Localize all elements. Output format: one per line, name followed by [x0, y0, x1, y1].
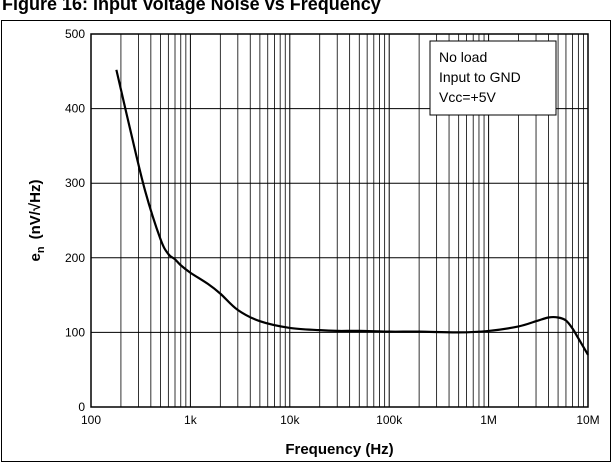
x-tick-label: 10M: [576, 413, 599, 427]
x-tick-label: 100: [81, 413, 101, 427]
series-layer: [115, 69, 589, 356]
y-tick-label: 0: [78, 400, 85, 414]
y-axis-title-main: e: [27, 253, 44, 261]
y-tick-label: 200: [65, 251, 85, 265]
x-tick-label: 1M: [480, 413, 497, 427]
chart-frame: 100 1k 10k 100k 1M 10M 0 100 200 300 400 500 No loa…: [1, 20, 611, 462]
grid: [91, 34, 588, 407]
x-tick-label: 10k: [280, 413, 300, 427]
plot-border: [90, 33, 589, 408]
x-tick-label: 100k: [376, 413, 403, 427]
y-axis-title: en (nV/√Hz): [27, 180, 47, 262]
annotation-box: No load Input to GND Vcc=+5V: [429, 40, 557, 116]
y-tick-label: 100: [65, 325, 85, 339]
y-axis-title-subscript: n: [35, 246, 47, 253]
noise-curve: [115, 69, 589, 356]
annotation-line: Vcc=+5V: [439, 89, 496, 105]
x-tick-label: 1k: [184, 413, 198, 427]
annotation-line: Input to GND: [439, 69, 521, 85]
y-tick-label: 400: [65, 102, 85, 116]
y-tick-label: 500: [65, 27, 85, 41]
figure-title: Figure 16: Input Voltage Noise vs Freque…: [2, 0, 381, 14]
annotation-rect: [429, 40, 557, 116]
x-axis-title: Frequency (Hz): [285, 441, 393, 458]
y-tick-label: 300: [65, 176, 85, 190]
annotation-line: No load: [439, 49, 487, 65]
y-axis-title-units: (nV/√Hz): [27, 180, 44, 240]
